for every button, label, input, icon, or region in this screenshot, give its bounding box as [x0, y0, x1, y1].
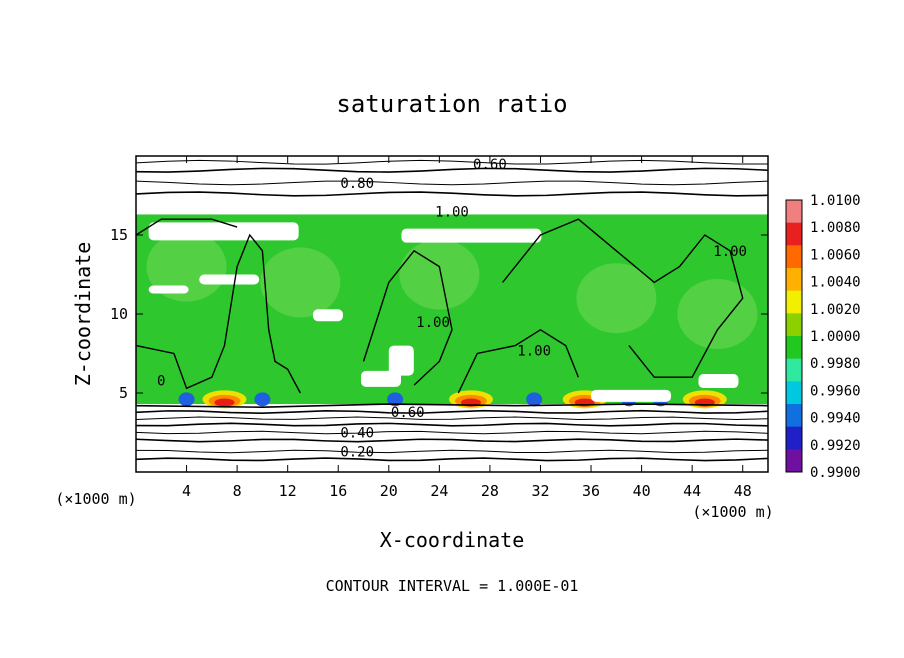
x-axis-ticks: 4 8 12 16 20 24 28 32 36 40 44 48	[182, 156, 752, 500]
colorbar-swatch	[786, 336, 802, 360]
dry-gap	[388, 345, 414, 376]
dry-gap	[148, 222, 299, 241]
contour-line	[457, 328, 580, 394]
x-tick-label: 12	[279, 482, 297, 500]
heatmap-field	[136, 214, 768, 409]
colorbar-swatch	[786, 245, 802, 269]
contour-line	[135, 430, 769, 435]
colorbar-swatch	[786, 222, 802, 246]
contour-line	[502, 218, 744, 378]
contour-lines	[135, 159, 769, 462]
dry-spot	[178, 392, 195, 407]
colorbar-swatch	[786, 426, 802, 450]
x-tick-label: 36	[582, 482, 600, 500]
x-tick-label: 8	[233, 482, 242, 500]
x-tick-label: 40	[633, 482, 651, 500]
dry-gap	[312, 309, 343, 322]
contour-label: 0.60	[473, 157, 507, 173]
dry-gap	[591, 389, 672, 402]
dry-spot	[387, 392, 404, 407]
colorbar-frame	[785, 199, 803, 473]
colorbar-swatch	[786, 381, 802, 405]
contour-line	[135, 191, 769, 197]
colorbar-swatch	[786, 200, 802, 224]
dry-spot	[526, 392, 543, 407]
chart-title: saturation ratio	[336, 90, 567, 118]
contour-interval-footer: CONTOUR INTERVAL = 1.000E-01	[326, 577, 579, 595]
colorbar-swatch	[786, 313, 802, 337]
contour-line	[135, 409, 769, 414]
contour-label: 1.00	[517, 343, 551, 359]
colorbar-label: 1.0000	[810, 329, 861, 345]
colorbar-label: 1.0100	[810, 193, 861, 209]
dry-gap	[360, 370, 401, 387]
colorbar-label: 0.9940	[810, 411, 861, 427]
contour-label: 0.80	[340, 176, 374, 192]
x-axis-label: X-coordinate	[380, 528, 525, 552]
y-axis-label: Z-coordinate	[71, 242, 95, 387]
x-tick-label: 20	[380, 482, 398, 500]
contour-line	[135, 233, 301, 394]
x-tick-label: 48	[734, 482, 752, 500]
y-tick-label: 15	[110, 226, 128, 244]
contour-line	[135, 416, 769, 421]
dry-gap	[199, 274, 260, 285]
contour-label: 1.00	[713, 244, 747, 260]
colorbar-label: 0.9900	[810, 465, 861, 481]
x-unit-left: (×1000 m)	[55, 490, 136, 508]
contour-line	[135, 159, 769, 165]
x-tick-label: 24	[430, 482, 448, 500]
contour-labels: 0.60 0.80 1.00 1.00 1.00 1.00 0.60 0.40 0.20 0	[157, 157, 747, 461]
dry-gap	[698, 374, 739, 389]
colorbar-swatch	[786, 404, 802, 428]
contour-label: 0	[157, 373, 165, 389]
colorbar-swatch	[786, 290, 802, 314]
contour-label: 1.00	[416, 315, 450, 331]
colorbar-label: 0.9980	[810, 356, 861, 372]
colorbar-swatch	[786, 358, 802, 382]
contour-label: 0.40	[340, 426, 374, 442]
colorbar-swatch	[786, 268, 802, 292]
contour-line	[135, 449, 769, 454]
y-tick-label: 5	[119, 384, 128, 402]
dry-spot	[254, 392, 271, 407]
contour-line	[135, 218, 238, 236]
colorbar: 1.0100 1.0080 1.0060 1.0040 1.0020 1.0000 0.99…	[785, 193, 861, 481]
contour-label: 1.00	[435, 204, 469, 220]
colorbar-label: 1.0040	[810, 275, 861, 291]
x-tick-label: 4	[182, 482, 191, 500]
x-tick-label: 44	[683, 482, 701, 500]
y-tick-label: 10	[110, 305, 128, 323]
dry-gap	[148, 285, 189, 294]
colorbar-label: 1.0020	[810, 302, 861, 318]
x-tick-label: 16	[329, 482, 347, 500]
light-patch	[399, 239, 480, 310]
light-patch	[677, 279, 758, 349]
contour-line	[135, 403, 769, 409]
contour-label: 0.20	[340, 444, 374, 460]
x-tick-label: 28	[481, 482, 499, 500]
x-unit-right: (×1000 m)	[692, 503, 773, 521]
colorbar-label: 1.0080	[810, 220, 861, 236]
colorbar-label: 0.9920	[810, 438, 861, 454]
light-patch	[260, 247, 341, 318]
contour-line	[135, 180, 769, 186]
x-tick-label: 32	[531, 482, 549, 500]
colorbar-label: 0.9960	[810, 383, 861, 399]
contour-line	[135, 457, 769, 462]
contour-line	[135, 438, 769, 443]
colorbar-label: 1.0060	[810, 247, 861, 263]
y-axis-ticks: 5 10 15	[110, 226, 768, 402]
contour-line	[362, 249, 453, 386]
contour-label: 0.60	[391, 405, 425, 421]
contour-line	[135, 167, 769, 173]
light-patch	[576, 263, 657, 334]
dry-gap	[401, 228, 542, 243]
colorbar-swatch	[786, 449, 802, 473]
plume-red	[214, 398, 235, 407]
contour-line	[135, 422, 769, 427]
